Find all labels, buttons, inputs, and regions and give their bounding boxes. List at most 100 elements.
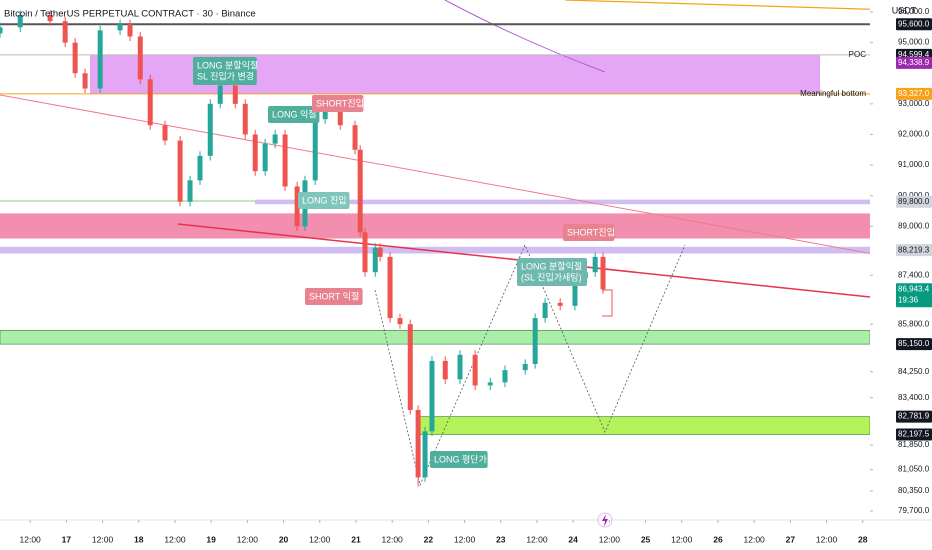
candle-body xyxy=(487,382,493,386)
candle-body xyxy=(457,354,463,380)
candle-body xyxy=(17,15,23,28)
x-tick-label: 24 xyxy=(568,534,578,544)
candle-body xyxy=(127,24,133,37)
y-tick-label: 92,000.0 xyxy=(898,130,930,139)
y-tick-label: 83,400.0 xyxy=(898,393,930,402)
candle-body xyxy=(137,36,143,80)
x-tick-label: 12:00 xyxy=(382,534,404,544)
candle-body xyxy=(62,21,68,43)
candle-body xyxy=(177,140,183,202)
x-tick-label: 12:00 xyxy=(744,534,766,544)
annotation-box xyxy=(298,192,350,209)
annotation-text: LONG 익절 xyxy=(272,108,317,119)
y-tick-label: 87,400.0 xyxy=(898,270,930,279)
x-tick-label: 28 xyxy=(858,534,868,544)
trend-line xyxy=(564,0,896,11)
x-tick-label: 12:00 xyxy=(526,534,548,544)
price-tag-label: 82,197.5 xyxy=(898,430,930,439)
x-tick-label: 21 xyxy=(351,534,361,544)
candle-body xyxy=(352,125,358,150)
price-tag xyxy=(896,283,932,308)
price-tag xyxy=(896,87,932,100)
x-tick-label: 12:00 xyxy=(20,534,42,544)
currency-label: USDT xyxy=(892,5,917,15)
price-tag-label: 85,150.0 xyxy=(898,339,930,348)
x-tick-label: 26 xyxy=(713,534,723,544)
x-tick-label: 12:00 xyxy=(454,534,476,544)
candle-body xyxy=(294,186,300,227)
y-tick-label: 84,250.0 xyxy=(898,367,930,376)
candle-body xyxy=(407,324,413,410)
x-tick-label: 12:00 xyxy=(92,534,114,544)
candle-body xyxy=(187,180,193,202)
candle-body xyxy=(429,360,435,432)
price-tag-label: 86,943.4 xyxy=(898,284,930,293)
x-tick-label: 12:00 xyxy=(816,534,838,544)
candle-body xyxy=(422,431,428,478)
y-tick-label: 81,050.0 xyxy=(898,465,930,474)
candle-body xyxy=(362,232,368,273)
candle-body xyxy=(312,119,318,181)
candle-body xyxy=(82,73,88,89)
curve-line xyxy=(444,0,606,73)
price-tag xyxy=(896,410,932,423)
x-tick-label: 17 xyxy=(62,534,72,544)
candle-body xyxy=(117,24,123,31)
candle-body xyxy=(72,42,78,74)
chart-title: Bitcoin / TetherUS PERPETUAL CONTRACT · … xyxy=(4,9,256,20)
annotation-text: SHORT진입 xyxy=(316,97,364,108)
price-tag xyxy=(896,56,932,69)
candle-body xyxy=(242,103,248,135)
price-tag-label: 88,219.3 xyxy=(898,245,930,254)
annotation-box xyxy=(268,106,320,123)
lightning-ring[interactable] xyxy=(597,512,613,528)
candle-body xyxy=(337,109,343,126)
x-tick-label: 19 xyxy=(206,534,216,544)
price-tag-label: 95,600.0 xyxy=(898,19,930,28)
candle-body xyxy=(262,143,268,172)
price-tag-label: 89,800.0 xyxy=(898,197,930,206)
y-tick-label: 80,350.0 xyxy=(898,486,930,495)
candle-body xyxy=(372,247,378,273)
annotation-text: LONG 분할익절 xyxy=(197,59,258,70)
annotation-text: LONG 분할익절 xyxy=(521,260,582,271)
annotation-box xyxy=(312,95,364,112)
level-name: Meaningful bottom xyxy=(800,89,866,98)
x-tick-label: 23 xyxy=(496,534,506,544)
x-tick-label: 18 xyxy=(134,534,144,544)
zone xyxy=(0,213,870,239)
projection-path xyxy=(374,243,686,487)
candle-body xyxy=(572,278,578,306)
price-tag xyxy=(896,18,932,31)
price-tag xyxy=(896,244,932,257)
y-tick-label: 93,000.0 xyxy=(898,99,930,108)
price-tag xyxy=(896,338,932,351)
x-tick-label: 12:00 xyxy=(671,534,693,544)
x-tick-label: 12:00 xyxy=(164,534,186,544)
candle-body xyxy=(600,256,606,290)
x-tick-label: 25 xyxy=(641,534,651,544)
candle-body xyxy=(322,109,328,120)
x-tick-label: 12:00 xyxy=(599,534,621,544)
candle-body xyxy=(557,302,563,306)
candle-body xyxy=(147,79,153,126)
annotation-box xyxy=(305,288,363,305)
lightning-icon[interactable] xyxy=(602,514,608,527)
candle-body xyxy=(97,30,103,89)
price-tag-label: 82,781.9 xyxy=(898,412,930,421)
annotation-text: SL 진입가 변경 xyxy=(197,70,254,81)
candle-body xyxy=(272,134,278,144)
y-tick-label: 81,850.0 xyxy=(898,440,930,449)
countdown-label: 19:36 xyxy=(898,295,919,304)
candle-body xyxy=(217,85,223,104)
annotation-text: (SL 진입가세팅) xyxy=(521,271,582,282)
candle-body xyxy=(442,360,448,380)
annotation-box xyxy=(193,57,257,85)
range-marker xyxy=(602,289,613,317)
annotation-text: SHORT 익절 xyxy=(309,290,359,301)
price-tag xyxy=(896,428,932,441)
x-tick-label: 20 xyxy=(279,534,289,544)
zone xyxy=(419,416,871,435)
price-tag xyxy=(896,195,932,208)
candle-body xyxy=(532,318,538,365)
